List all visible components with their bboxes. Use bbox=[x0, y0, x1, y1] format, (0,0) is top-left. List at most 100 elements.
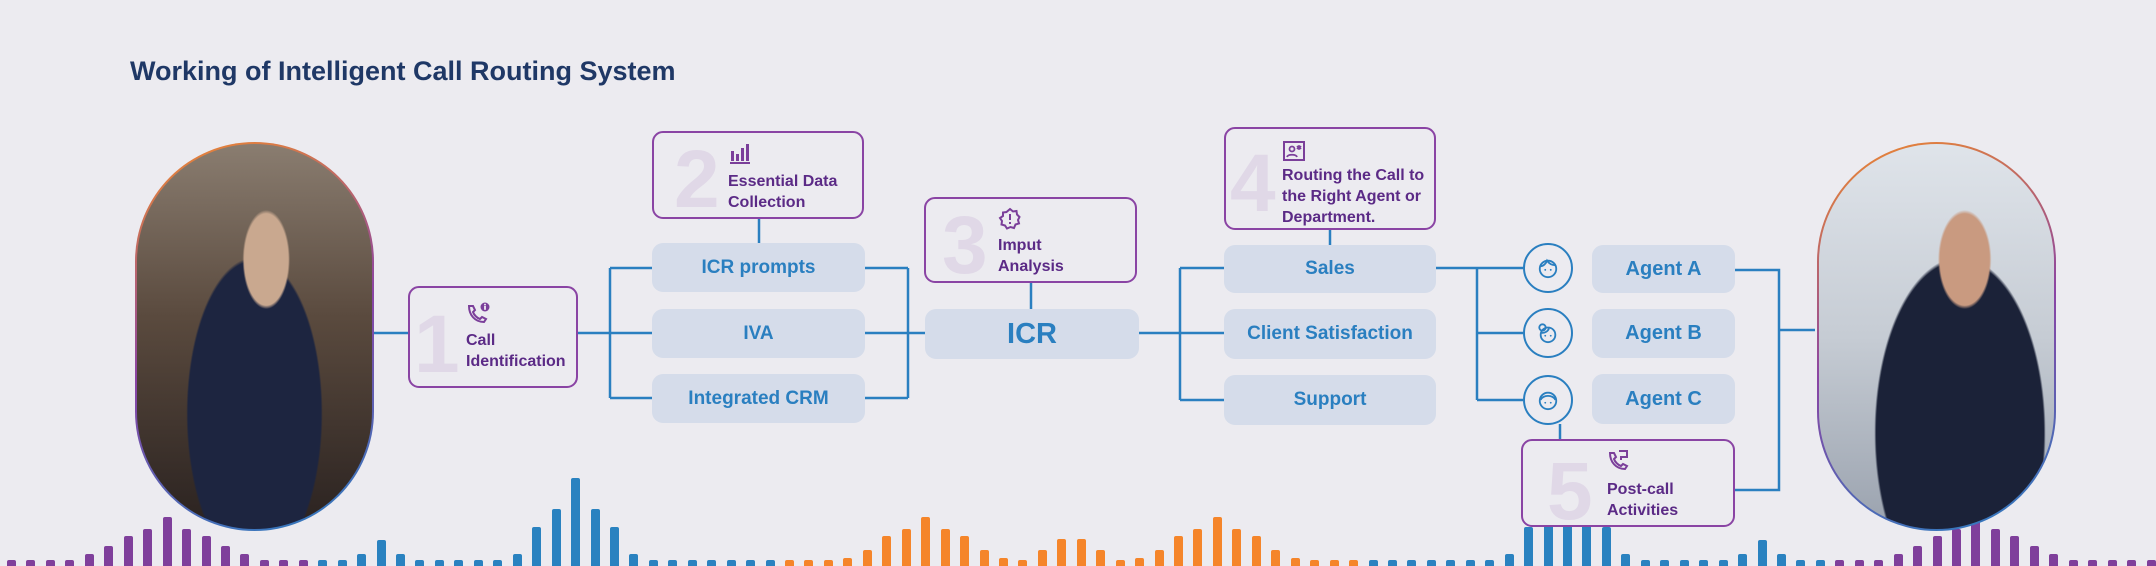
waveform-bar bbox=[337, 560, 347, 566]
waveform-bar bbox=[473, 560, 483, 566]
waveform-bar bbox=[1815, 560, 1825, 566]
waveform-bar bbox=[434, 560, 444, 566]
waveform-bar bbox=[1465, 560, 1475, 566]
agent-b-avatar bbox=[1523, 308, 1573, 358]
waveform-bar bbox=[785, 560, 794, 566]
waveform-bar bbox=[590, 509, 600, 566]
step-number: 5 bbox=[1547, 446, 1593, 537]
node-agent-b: Agent B bbox=[1592, 309, 1735, 358]
waveform-bar bbox=[259, 560, 269, 566]
waveform-bar bbox=[84, 554, 94, 566]
node-sales: Sales bbox=[1224, 245, 1436, 293]
waveform-bar bbox=[318, 560, 328, 566]
node-icr-prompts: ICR prompts bbox=[652, 243, 865, 292]
waveform-bar bbox=[1971, 517, 1981, 566]
waveform-bar bbox=[454, 560, 464, 566]
phone-info-icon bbox=[467, 302, 490, 324]
waveform-bar bbox=[1718, 560, 1728, 566]
waveform-bar bbox=[1349, 560, 1359, 566]
waveform-bar bbox=[1232, 529, 1242, 566]
waveform-bar bbox=[571, 478, 581, 566]
waveform-bar bbox=[1990, 529, 2000, 566]
waveform-bar bbox=[707, 560, 717, 566]
waveform-bar bbox=[843, 558, 853, 566]
waveform-bar bbox=[7, 560, 16, 566]
waveform-bar bbox=[551, 509, 561, 566]
waveform-bar bbox=[26, 560, 36, 566]
waveform-bar bbox=[1485, 560, 1495, 566]
step-label: Imput Analysis bbox=[998, 237, 1064, 275]
waveform-bar bbox=[415, 560, 425, 566]
waveform-bar bbox=[2029, 546, 2039, 566]
waveform-bar bbox=[1407, 560, 1417, 566]
step-label: Essential Data Collection bbox=[728, 173, 838, 211]
waveform-bar bbox=[1446, 560, 1456, 566]
waveform-bar bbox=[1037, 550, 1047, 566]
waveform-bar bbox=[882, 536, 892, 566]
waveform-bar bbox=[182, 529, 192, 566]
step-call-identification: 1 Call Identification bbox=[408, 286, 578, 388]
node-icr: ICR bbox=[925, 309, 1139, 359]
waveform-bar bbox=[1699, 560, 1709, 566]
waveform-bar bbox=[1913, 546, 1923, 566]
waveform-bar bbox=[1621, 554, 1631, 566]
waveform-bar bbox=[1174, 536, 1183, 566]
step-label: Routing the Call to the Right Agent or D… bbox=[1282, 167, 1425, 226]
step-number: 1 bbox=[414, 299, 460, 390]
page-title: Working of Intelligent Call Routing Syst… bbox=[130, 56, 676, 86]
waveform-bar bbox=[1679, 560, 1689, 566]
waveform-bar bbox=[1835, 560, 1845, 566]
waveform-bar bbox=[65, 560, 75, 566]
waveform-bar bbox=[1874, 560, 1884, 566]
waveform-bar bbox=[45, 560, 55, 566]
waveform-bar bbox=[1154, 550, 1164, 566]
waveform-bar bbox=[1601, 527, 1611, 566]
waveform-bar bbox=[1212, 517, 1222, 566]
step-essential-data-collection: 2 Essential Data Collection bbox=[652, 131, 864, 221]
waveform-bar bbox=[1776, 554, 1786, 566]
waveform-bar bbox=[104, 546, 114, 566]
waveform-bar bbox=[1057, 539, 1067, 566]
waveform-bar bbox=[823, 560, 833, 566]
waveform-bar bbox=[668, 560, 678, 566]
waveform-bar bbox=[901, 529, 911, 566]
waveform-bar bbox=[2146, 560, 2156, 566]
waveform-bar bbox=[940, 529, 950, 566]
waveform-bar bbox=[1076, 539, 1086, 566]
contact-card-icon bbox=[1283, 141, 1305, 161]
waveform-bar bbox=[1543, 509, 1553, 566]
waveform-bar bbox=[220, 546, 230, 566]
waveform-bar bbox=[1796, 560, 1806, 566]
waveform-bar bbox=[2010, 536, 2020, 566]
waveform-bar bbox=[493, 560, 503, 566]
waveform-bar bbox=[1115, 560, 1125, 566]
waveform-bar bbox=[609, 527, 619, 566]
step-input-analysis: 3 Imput Analysis bbox=[924, 197, 1137, 287]
waveform-bar bbox=[862, 550, 872, 566]
waveform-bar bbox=[1310, 560, 1320, 566]
waveform-bar bbox=[1329, 560, 1339, 566]
waveform-bar bbox=[726, 560, 736, 566]
waveform-bar bbox=[1504, 554, 1514, 566]
waveform-bar bbox=[279, 560, 289, 566]
waveform-bar bbox=[240, 554, 250, 566]
waveform-bar bbox=[2127, 560, 2137, 566]
waveform-bar bbox=[357, 554, 367, 566]
waveform-bar bbox=[201, 536, 211, 566]
waveform-bar bbox=[376, 540, 386, 566]
waveform-bar bbox=[1893, 554, 1903, 566]
waveform-bar bbox=[1290, 558, 1300, 566]
waveform-bar bbox=[1018, 560, 1028, 566]
step-number: 3 bbox=[942, 200, 988, 291]
waveform-bar bbox=[979, 550, 989, 566]
waveform-bar bbox=[1582, 509, 1592, 566]
waveform-bar bbox=[1271, 550, 1281, 566]
waveform-bar bbox=[2068, 560, 2078, 566]
waveform-bar bbox=[1660, 560, 1670, 566]
agent-face-icon bbox=[1538, 391, 1558, 411]
waveform-bar bbox=[532, 527, 542, 566]
agent-face-bun-icon bbox=[1538, 323, 1557, 344]
waveform-bar bbox=[396, 554, 405, 566]
step-post-call-activities: 5 Post-call Activities bbox=[1521, 439, 1735, 533]
